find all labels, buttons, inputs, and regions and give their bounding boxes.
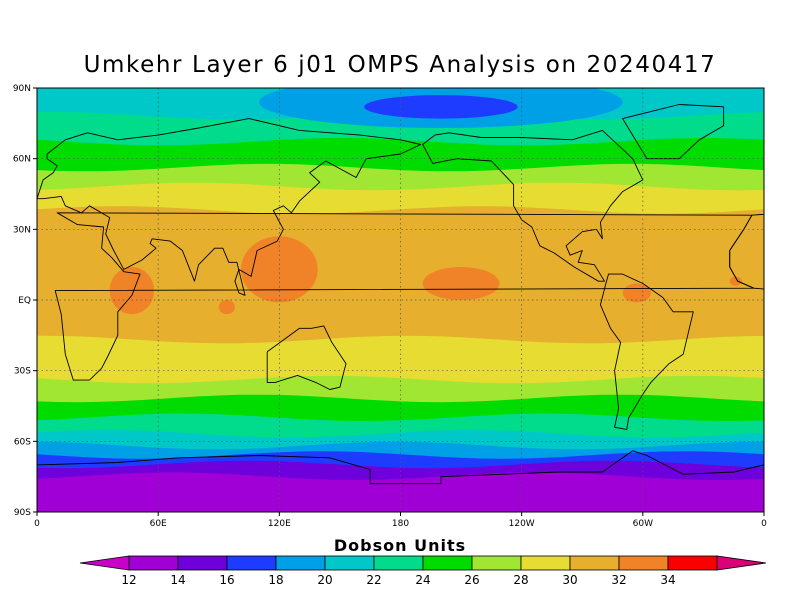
colorbar-swatch (275, 555, 326, 571)
ozone-field (37, 88, 764, 512)
ozone-band (37, 472, 764, 512)
colorbar-tick-label: 18 (268, 573, 283, 587)
colorbar-swatch (177, 555, 228, 571)
grid-lines (37, 88, 764, 512)
colorbar-tick-label: 30 (562, 573, 577, 587)
ozone-band (37, 137, 764, 173)
colorbar-swatch (569, 555, 620, 571)
lon-label: 60E (150, 519, 167, 529)
colorbar-swatch (373, 555, 424, 571)
colorbar-swatch (471, 555, 522, 571)
lon-label: 60W (633, 519, 653, 529)
colorbar-arrow-high (716, 555, 767, 571)
coastline-south-america (599, 273, 694, 431)
ozone-cell-high-atlantic (729, 276, 742, 286)
lon-label: 180 (392, 519, 409, 529)
lat-label: 30N (13, 225, 31, 235)
map-title: Umkehr Layer 6 j01 OMPS Analysis on 2024… (83, 52, 717, 78)
ozone-band (37, 182, 764, 215)
colorbar-tick-label: 12 (121, 573, 136, 587)
colorbar-swatch (422, 555, 473, 571)
colorbar-tick-label: 34 (660, 573, 675, 587)
lon-label: 120E (268, 519, 291, 529)
colorbar-tick-label: 16 (219, 573, 234, 587)
lat-label: 30S (14, 367, 31, 377)
coastline-north-america (422, 129, 644, 282)
coastline-antarctica (37, 450, 764, 485)
colorbar-tick-label: 32 (611, 573, 626, 587)
colorbar-tick-label: 28 (513, 573, 528, 587)
lon-label: 0 (761, 519, 767, 529)
ozone-band (37, 441, 764, 460)
ozone-cell-arctic-low-blue (364, 95, 518, 119)
colorbar-tick-label: 14 (170, 573, 185, 587)
colorbar-swatch (667, 555, 718, 571)
lat-label: 60S (14, 437, 31, 447)
coastline-africa (54, 212, 755, 381)
coastline-europe-asia (37, 118, 422, 296)
colorbar-swatch (520, 555, 571, 571)
longitude-labels: 0 60E 120E 180 120W 60W 0 (34, 512, 767, 529)
ozone-cell-high-indian-ocean (218, 300, 235, 315)
colorbar-tick-label: 22 (366, 573, 381, 587)
colorbar-swatch (226, 555, 277, 571)
colorbar-title: Dobson Units (333, 536, 467, 555)
colorbar-tick-label: 26 (464, 573, 479, 587)
coastline-greenland (622, 104, 725, 160)
ozone-band (37, 335, 764, 385)
colorbar-tick-label: 20 (317, 573, 332, 587)
ozone-band (37, 206, 764, 345)
colorbar-swatch (128, 555, 179, 571)
coastlines (37, 104, 764, 485)
colorbar-swatch (324, 555, 375, 571)
lat-label: 60N (13, 155, 31, 165)
lon-label: 0 (34, 519, 40, 529)
lat-label: 90S (14, 508, 31, 518)
ozone-cell-high-central-pacific (422, 267, 500, 300)
ozone-band (37, 163, 764, 192)
colorbar-tick-label: 24 (415, 573, 430, 587)
colorbar-arrow-low (79, 555, 130, 571)
ozone-band (37, 451, 764, 470)
colorbar: 12 14 16 18 20 22 24 26 28 30 32 34 (79, 555, 767, 587)
lat-label: 90N (13, 84, 31, 94)
lon-label: 120W (509, 519, 535, 529)
colorbar-swatch (618, 555, 669, 571)
latitude-labels: 90N 60N 30N EQ 30S 60S 90S (13, 84, 37, 518)
lat-label: EQ (18, 296, 31, 306)
